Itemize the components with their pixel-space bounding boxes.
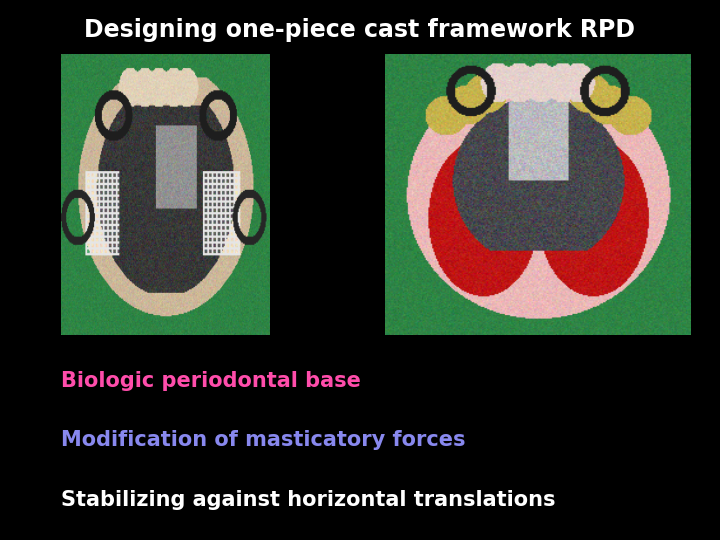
Text: Stabilizing against horizontal translations: Stabilizing against horizontal translati… [61,489,556,510]
Text: Modification of masticatory forces: Modification of masticatory forces [61,430,466,450]
Text: Designing one-piece cast framework RPD: Designing one-piece cast framework RPD [84,18,636,42]
Text: Biologic periodontal base: Biologic periodontal base [61,370,361,391]
